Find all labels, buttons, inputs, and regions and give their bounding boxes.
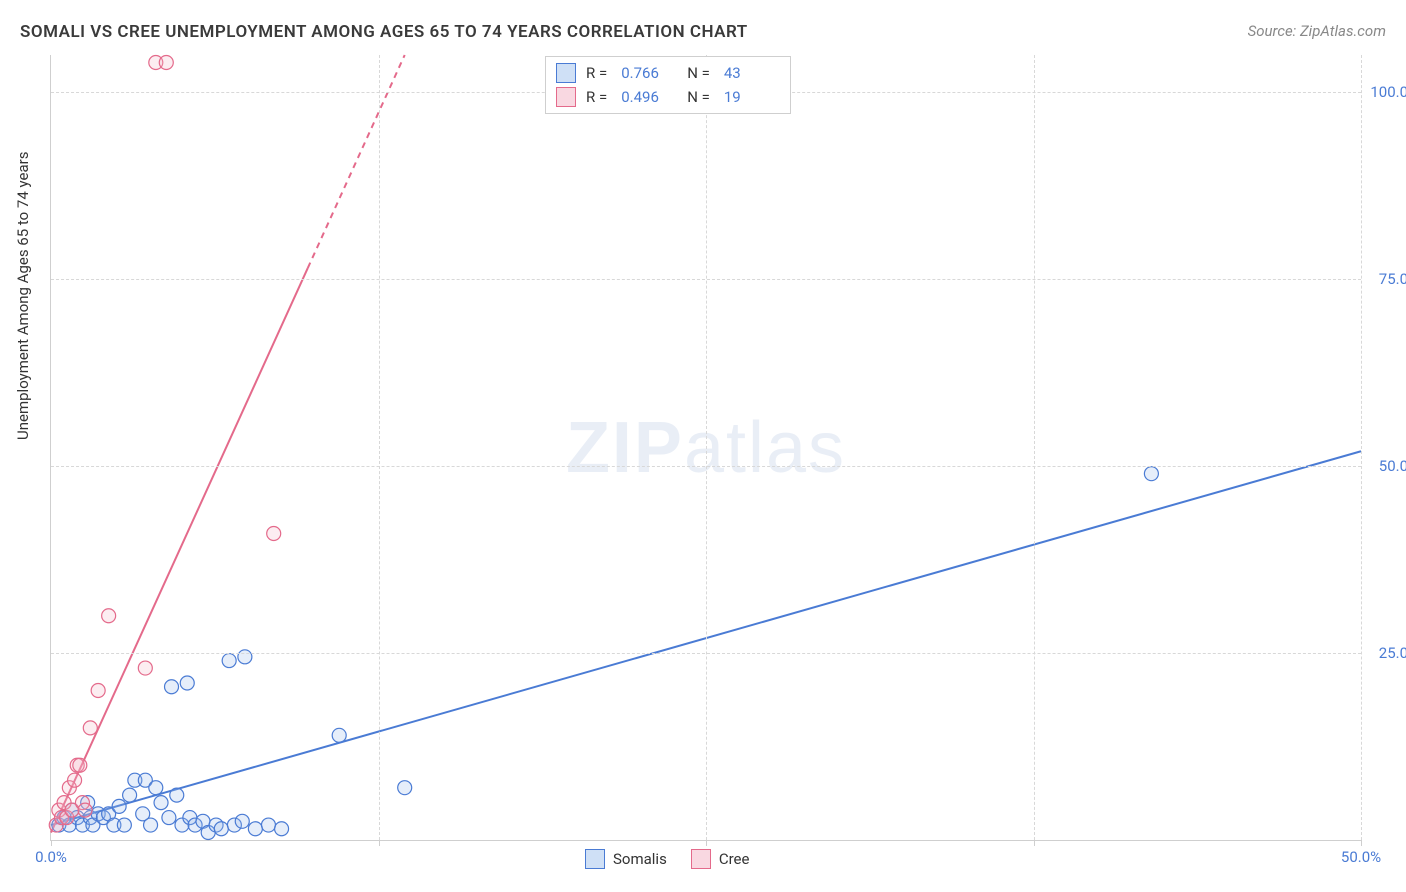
gridline-vertical [379, 55, 380, 840]
x-tick-mark [1034, 840, 1035, 846]
data-point-somalis [214, 822, 228, 836]
legend-swatch [556, 63, 576, 83]
legend-swatch [585, 849, 605, 869]
y-tick-label: 50.0% [1379, 457, 1406, 475]
legend-r-value: 0.496 [621, 85, 669, 109]
legend-swatch [556, 87, 576, 107]
data-point-cree [78, 803, 92, 817]
x-tick-mark [1361, 840, 1362, 846]
data-point-somalis [149, 781, 163, 795]
legend-n-label: N = [687, 85, 710, 109]
data-point-somalis [238, 650, 252, 664]
data-point-cree [159, 55, 173, 69]
legend-n-value: 19 [724, 85, 772, 109]
gridline-vertical [1034, 55, 1035, 840]
data-point-cree [102, 609, 116, 623]
legend-n-value: 43 [724, 61, 772, 85]
data-point-somalis [1144, 467, 1158, 481]
data-point-somalis [180, 676, 194, 690]
legend-n-label: N = [687, 61, 710, 85]
data-point-somalis [144, 818, 158, 832]
source-attribution: Source: ZipAtlas.com [1248, 22, 1386, 40]
x-tick-mark [706, 840, 707, 846]
chart-title: SOMALI VS CREE UNEMPLOYMENT AMONG AGES 6… [20, 22, 748, 42]
data-point-somalis [112, 799, 126, 813]
data-point-somalis [123, 788, 137, 802]
x-tick-label: 0.0% [35, 848, 67, 866]
trend-line-dashed-cree [308, 55, 405, 268]
legend-row: R = 0.496 N = 19 [556, 85, 780, 109]
data-point-cree [68, 773, 82, 787]
legend-r-label: R = [586, 85, 607, 109]
series-legend-item: Cree [691, 849, 750, 869]
x-tick-label: 50.0% [1341, 848, 1381, 866]
data-point-cree [267, 526, 281, 540]
plot-area: ZIPatlas 25.0%50.0%75.0%100.0%0.0%50.0% [50, 55, 1361, 841]
data-point-somalis [332, 728, 346, 742]
data-point-somalis [170, 788, 184, 802]
data-point-somalis [261, 818, 275, 832]
legend-row: R = 0.766 N = 43 [556, 61, 780, 85]
series-legend-item: Somalis [585, 849, 667, 869]
series-legend-label: Cree [719, 850, 750, 868]
gridline-vertical [706, 55, 707, 840]
data-point-cree [138, 661, 152, 675]
x-tick-mark [379, 840, 380, 846]
trend-line-cree [51, 268, 308, 832]
y-tick-label: 100.0% [1370, 83, 1406, 101]
gridline-vertical [1361, 55, 1362, 840]
data-point-somalis [398, 781, 412, 795]
data-point-somalis [248, 822, 262, 836]
legend-r-label: R = [586, 61, 607, 85]
y-tick-label: 75.0% [1379, 270, 1406, 288]
data-point-somalis [165, 680, 179, 694]
y-axis-label: Unemployment Among Ages 65 to 74 years [14, 152, 32, 440]
data-point-somalis [222, 654, 236, 668]
data-point-somalis [275, 822, 289, 836]
data-point-somalis [235, 814, 249, 828]
series-legend: Somalis Cree [585, 849, 749, 869]
data-point-somalis [117, 818, 131, 832]
data-point-somalis [162, 811, 176, 825]
data-point-cree [83, 721, 97, 735]
legend-swatch [691, 849, 711, 869]
data-point-somalis [154, 796, 168, 810]
data-point-cree [91, 683, 105, 697]
y-tick-label: 25.0% [1379, 644, 1406, 662]
correlation-legend: R = 0.766 N = 43 R = 0.496 N = 19 [545, 56, 791, 114]
data-point-cree [73, 758, 87, 772]
x-tick-mark [51, 840, 52, 846]
series-legend-label: Somalis [613, 850, 667, 868]
legend-r-value: 0.766 [621, 61, 669, 85]
